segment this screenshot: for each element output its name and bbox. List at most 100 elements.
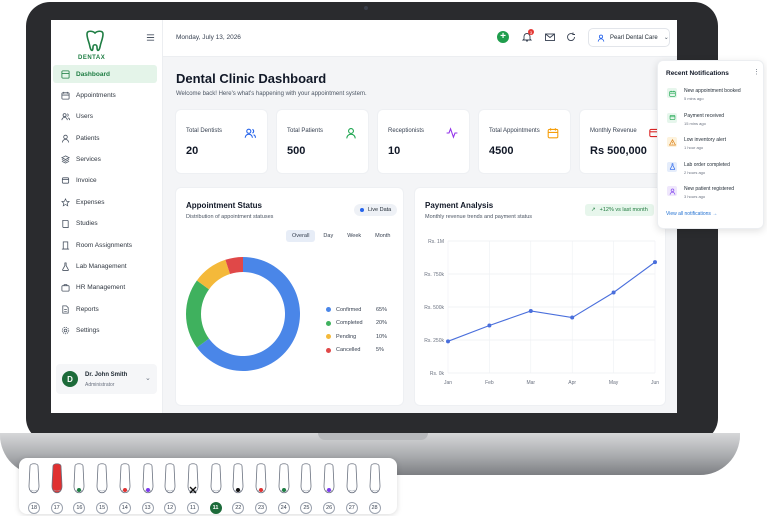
sidebar-item-label: Users xyxy=(76,113,93,121)
tooth-icon[interactable] xyxy=(70,462,88,502)
legend-label: Pending xyxy=(336,333,357,340)
tooth-icon[interactable] xyxy=(139,462,157,502)
data-point[interactable] xyxy=(528,308,533,313)
data-point[interactable] xyxy=(487,323,492,328)
notification-item[interactable]: Lab order completed 2 hours ago xyxy=(667,161,761,182)
notification-item[interactable]: New patient registered 3 hours ago xyxy=(667,186,761,206)
sidebar-item-label: Reports xyxy=(76,305,99,313)
tooth-number[interactable]: 18 xyxy=(28,502,40,514)
stat-value: 20 xyxy=(186,145,199,157)
sidebar-item-lab-management[interactable]: Lab Management xyxy=(53,258,157,276)
sidebar-item-hr-management[interactable]: HR Management xyxy=(53,279,157,297)
tooth-number[interactable]: 11 xyxy=(209,502,222,514)
tooth-number[interactable]: 15 xyxy=(96,502,109,514)
sidebar-item-label: Room Assignments xyxy=(76,241,132,249)
sidebar-item-label: Invoice xyxy=(76,177,97,185)
tooth-number[interactable]: 17 xyxy=(50,502,63,514)
tooth-icon[interactable] xyxy=(229,462,247,502)
user-card[interactable]: D Dr. John Smith Administrator ⌄ xyxy=(56,364,157,394)
notification-item[interactable]: New appointment booked 5 mins ago xyxy=(667,88,761,108)
donut-slice-pending[interactable] xyxy=(196,259,231,290)
menu-icon[interactable] xyxy=(146,33,155,42)
tooth-number[interactable]: 13 xyxy=(141,502,154,514)
chevron-down-icon: ⌄ xyxy=(663,35,669,41)
door-icon xyxy=(61,241,70,250)
clinic-selector[interactable]: Pearl Dental Care ⌄ xyxy=(588,28,670,47)
tooth-icon[interactable] xyxy=(275,462,293,502)
flask-icon xyxy=(61,262,70,271)
tooth-number[interactable]: 26 xyxy=(323,502,336,514)
tooth-number[interactable]: 16 xyxy=(73,502,86,514)
donut-chart xyxy=(186,257,300,371)
activity-icon xyxy=(446,127,458,139)
tooth-number[interactable]: 12 xyxy=(164,502,177,514)
briefcase-icon xyxy=(61,283,70,292)
sidebar-item-users[interactable]: Users xyxy=(53,108,157,126)
add-button[interactable]: + xyxy=(497,31,509,43)
more-icon[interactable]: ⋮ xyxy=(753,69,760,76)
appointment-status-subtitle: Distribution of appointment statuses xyxy=(186,214,274,220)
tab-month[interactable]: Month xyxy=(375,233,391,239)
sidebar-item-label: Services xyxy=(76,156,101,164)
notification-item[interactable]: Payment received 15 mins ago xyxy=(667,112,761,133)
data-point[interactable] xyxy=(611,290,616,295)
stat-card: Receptionists 10 xyxy=(378,110,469,173)
tooth-icon[interactable] xyxy=(116,462,134,502)
tooth-number[interactable]: 14 xyxy=(118,502,131,514)
sidebar: DENTAX Dashboard Appointments Users Patient… xyxy=(51,20,163,413)
sidebar-item-room-assignments[interactable]: Room Assignments xyxy=(53,236,157,254)
report-icon xyxy=(61,305,70,314)
data-point[interactable] xyxy=(653,260,657,265)
tab-overall[interactable]: Overall xyxy=(286,230,316,242)
tooth-icon[interactable] xyxy=(161,462,179,502)
tooth-number[interactable]: 27 xyxy=(345,502,358,514)
sidebar-item-appointments[interactable]: Appointments xyxy=(53,86,157,104)
stat-label: Total Dentists xyxy=(186,128,223,134)
teeth-chart: 18 17 16 15 14 13 12 11 11 22 23 24 25 26 27 28 xyxy=(19,458,397,514)
tooth-icon[interactable] xyxy=(207,462,225,502)
tooth-icon[interactable] xyxy=(297,462,315,502)
trend-label: +12% vs last month xyxy=(599,207,648,213)
sidebar-nav: Dashboard Appointments Users Patients Servic… xyxy=(53,65,157,343)
sidebar-item-expenses[interactable]: Expenses xyxy=(53,193,157,211)
legend-label: Confirmed xyxy=(336,306,362,313)
tooth-number[interactable]: 28 xyxy=(368,502,381,514)
sidebar-item-patients[interactable]: Patients xyxy=(53,129,157,147)
clinic-name: Pearl Dental Care xyxy=(610,34,658,41)
data-point[interactable] xyxy=(446,339,450,344)
tooth-number[interactable]: 11 xyxy=(186,502,199,514)
x-tick-label: May xyxy=(609,380,619,386)
view-all-notifications-link[interactable]: View all notifications → xyxy=(666,211,718,217)
tooth-icon[interactable] xyxy=(343,462,361,502)
tooth-icon[interactable] xyxy=(320,462,338,502)
sidebar-item-services[interactable]: Services xyxy=(53,151,157,169)
sidebar-item-dashboard[interactable]: Dashboard xyxy=(53,65,157,83)
tab-week[interactable]: Week xyxy=(347,233,362,239)
donut-slice-cancelled[interactable] xyxy=(225,257,243,275)
gear-icon xyxy=(61,326,70,335)
sidebar-item-reports[interactable]: Reports xyxy=(53,300,157,318)
donut-slice-completed[interactable] xyxy=(186,280,210,348)
payment-analysis-title: Payment Analysis xyxy=(425,201,494,210)
sidebar-item-studies[interactable]: Studies xyxy=(53,215,157,233)
tooth-icon[interactable] xyxy=(93,462,111,502)
sidebar-item-settings[interactable]: Settings xyxy=(53,322,157,340)
tooth-number[interactable]: 22 xyxy=(232,502,245,514)
mail-icon[interactable] xyxy=(544,31,556,43)
refresh-icon[interactable] xyxy=(565,31,577,43)
tooth-icon[interactable] xyxy=(48,462,66,502)
tooth-icon[interactable] xyxy=(252,462,270,502)
tooth-number[interactable]: 23 xyxy=(255,502,267,514)
sidebar-item-invoice[interactable]: Invoice xyxy=(53,172,157,190)
tooth-icon[interactable] xyxy=(366,462,384,502)
tooth-number[interactable]: 25 xyxy=(300,502,313,514)
tooth-icon[interactable] xyxy=(25,462,43,502)
donut-slice-confirmed[interactable] xyxy=(196,257,300,371)
data-point[interactable] xyxy=(570,315,575,320)
notification-item[interactable]: Low inventory alert 1 hour ago xyxy=(667,137,761,157)
chevron-down-icon[interactable]: ⌄ xyxy=(145,375,151,382)
tab-day[interactable]: Day xyxy=(323,233,334,239)
notification-text: New patient registered xyxy=(684,186,735,192)
tooth-icon[interactable] xyxy=(184,462,202,502)
tooth-number[interactable]: 24 xyxy=(277,502,290,514)
